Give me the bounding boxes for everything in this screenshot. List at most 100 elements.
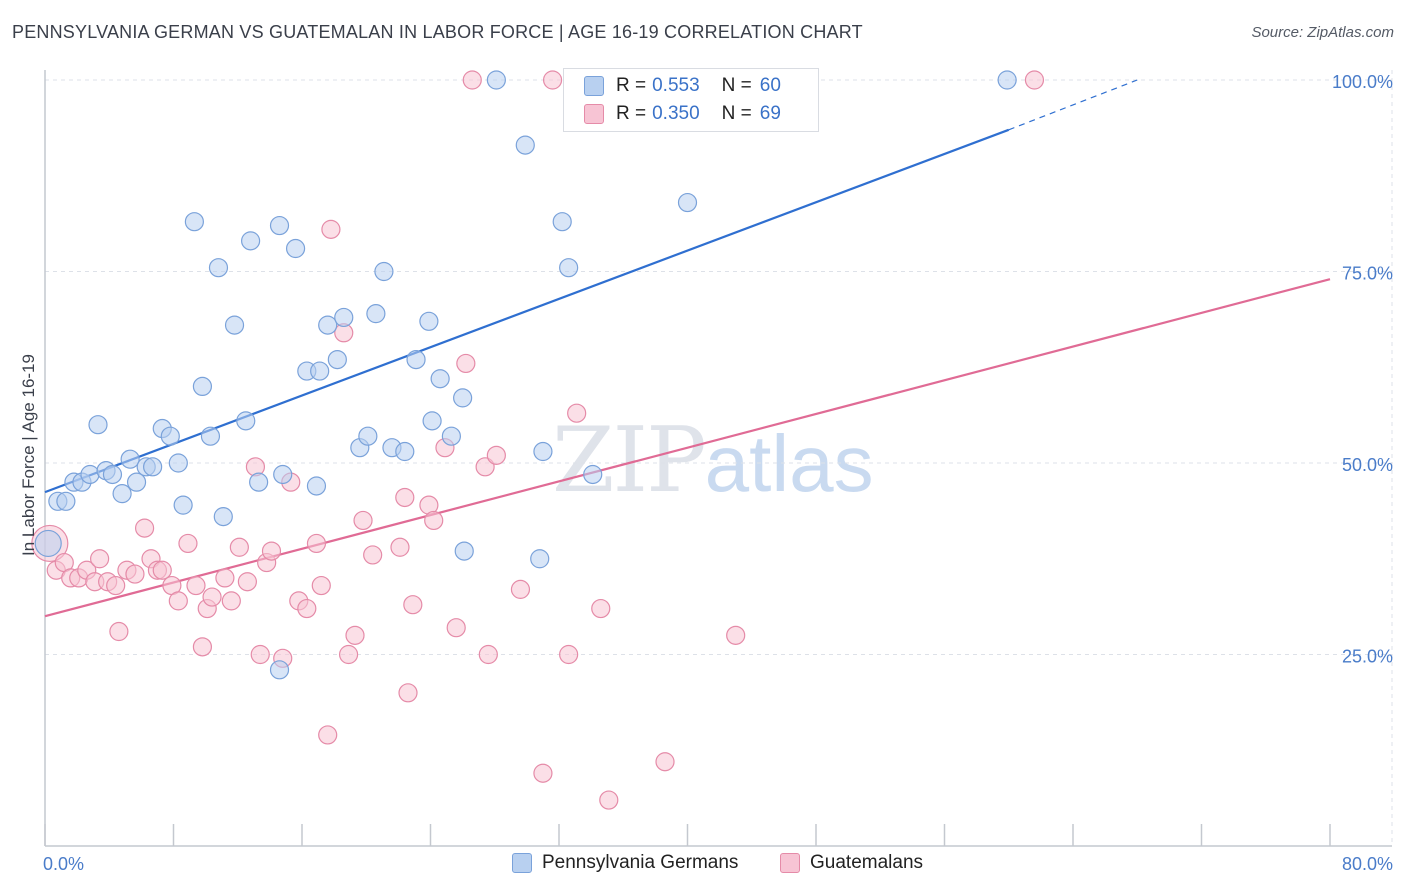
legend-swatch-blue [512,853,532,873]
series-legend: Pennsylvania Germans Guatemalans [0,852,1406,876]
data-point-pennsylvania-germans [583,464,603,485]
data-point-pennsylvania-germans [515,135,535,155]
legend-item-guatemalans[interactable]: Guatemalans [780,852,923,874]
data-point-pennsylvania-germans [310,361,330,381]
data-point-guatemalans [134,518,155,538]
data-point-pennsylvania-germans [306,476,327,496]
legend-r-value: 0.553 [652,75,700,96]
data-point-pennsylvania-germans [997,70,1017,90]
data-point-pennsylvania-germans [453,388,473,408]
data-point-pennsylvania-germans [34,529,62,558]
data-point-guatemalans [424,510,444,531]
legend-item-pennsylvania-germans[interactable]: Pennsylvania Germans [512,852,738,874]
data-point-pennsylvania-germans [285,238,306,259]
data-point-guatemalans [109,621,129,642]
data-point-pennsylvania-germans [454,541,474,561]
y-tick-label: 50.0% [1342,455,1393,475]
data-point-pennsylvania-germans [273,464,293,485]
data-point-guatemalans [321,219,341,239]
legend-label: Pennsylvania Germans [542,852,739,873]
data-point-guatemalans [106,575,126,596]
data-point-guatemalans [168,591,188,611]
trend-extension-pennsylvania-germans [1008,79,1138,131]
data-point-pennsylvania-germans [102,464,123,485]
guatemalans-points [31,70,1045,810]
data-point-pennsylvania-germans [160,426,180,446]
data-point-pennsylvania-germans [224,315,245,335]
data-point-guatemalans [542,70,563,90]
data-point-guatemalans [261,541,282,561]
watermark-zip: ZIP [552,408,707,513]
data-point-guatemalans [395,487,415,508]
data-point-pennsylvania-germans [327,349,347,370]
data-point-pennsylvania-germans [56,491,76,511]
data-point-pennsylvania-germans [126,472,147,492]
source-note: Source: ZipAtlas.com [1251,24,1394,41]
y-tick-label: 100.0% [1332,72,1393,92]
data-point-pennsylvania-germans [530,549,550,569]
data-point-pennsylvania-germans [422,411,442,431]
data-point-pennsylvania-germans [173,495,193,515]
data-point-guatemalans [533,763,553,783]
data-point-pennsylvania-germans [559,258,579,278]
data-point-pennsylvania-germans [208,258,229,278]
data-point-pennsylvania-germans [168,453,188,473]
data-point-guatemalans [567,403,587,423]
data-point-pennsylvania-germans [241,231,261,251]
data-point-pennsylvania-germans [358,426,378,446]
data-point-guatemalans [403,595,423,615]
chart-title: PENNSYLVANIA GERMAN VS GUATEMALAN IN LAB… [12,22,863,42]
data-point-guatemalans [125,564,145,584]
data-point-pennsylvania-germans [88,415,108,435]
data-point-guatemalans [456,353,476,374]
legend-label: Guatemalans [810,852,924,873]
data-point-guatemalans [398,683,418,703]
data-point-pennsylvania-germans [269,660,290,680]
data-point-guatemalans [1024,70,1045,90]
data-point-guatemalans [591,598,611,619]
data-point-guatemalans [215,568,235,588]
data-point-guatemalans [311,575,331,596]
data-point-pennsylvania-germans [406,349,426,370]
pennsylvania-germans-points [34,70,1017,680]
data-point-guatemalans [726,625,746,645]
data-point-guatemalans [486,445,506,465]
legend-n-label: N = [721,103,752,124]
data-point-pennsylvania-germans [334,307,354,328]
data-point-guatemalans [306,533,327,554]
data-point-guatemalans [178,533,198,554]
data-point-pennsylvania-germans [112,484,132,504]
legend-n-value: 60 [759,75,781,96]
data-point-pennsylvania-germans [318,315,338,335]
legend-swatch-pink [584,104,604,124]
y-tick-label: 75.0% [1342,264,1393,284]
data-point-guatemalans [90,549,110,569]
legend-r-label: R = [616,75,647,96]
trend-line-pennsylvania-germans [44,128,1010,494]
data-point-guatemalans [186,575,206,596]
data-point-pennsylvania-germans [200,426,221,446]
data-point-guatemalans [152,560,172,580]
data-point-pennsylvania-germans [192,376,213,396]
legend-r-label: R = [616,103,647,124]
data-point-guatemalans [655,752,675,772]
legend-swatch-pink [780,853,800,873]
data-point-pennsylvania-germans [552,212,572,232]
data-point-pennsylvania-germans [441,426,461,446]
legend-n-value: 69 [759,103,781,124]
x-tick-label-max: 80.0% [1342,854,1393,874]
data-point-guatemalans [318,725,338,745]
data-point-guatemalans [462,70,482,90]
data-point-guatemalans [599,790,619,810]
data-point-guatemalans [363,545,383,565]
data-point-pennsylvania-germans [677,192,698,213]
data-point-guatemalans [250,644,270,665]
data-point-guatemalans [345,625,365,645]
data-point-pennsylvania-germans [249,472,269,492]
data-point-guatemalans [221,591,241,611]
data-point-pennsylvania-germans [269,215,290,236]
data-point-pennsylvania-germans [120,449,140,469]
data-point-pennsylvania-germans [395,441,415,462]
y-tick-label: 25.0% [1342,647,1393,667]
